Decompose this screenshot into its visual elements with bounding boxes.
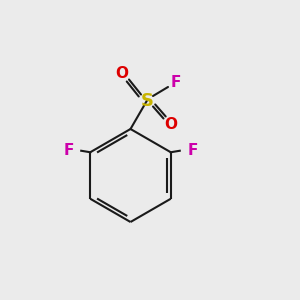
Text: F: F [187, 143, 198, 158]
Text: F: F [170, 75, 181, 90]
Text: O: O [164, 117, 178, 132]
Text: F: F [63, 143, 74, 158]
Text: O: O [115, 66, 128, 81]
Text: S: S [140, 92, 154, 110]
